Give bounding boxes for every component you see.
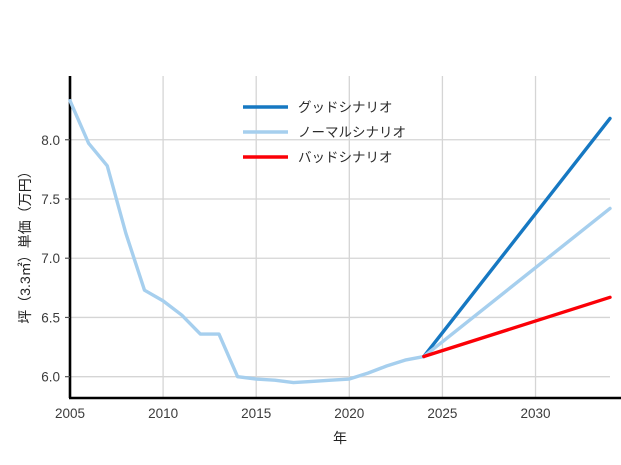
legend-label: ノーマルシナリオ bbox=[298, 125, 406, 140]
x-axis-tick-labels: 2005 2010 2015 2020 2025 2030 bbox=[55, 406, 551, 421]
x-tick-label: 2015 bbox=[241, 406, 271, 421]
y-tick-label: 7.5 bbox=[41, 192, 60, 207]
x-tick-label: 2010 bbox=[148, 406, 178, 421]
series-line bbox=[422, 206, 612, 359]
gridlines-horizontal bbox=[70, 139, 610, 378]
legend-label: グッドシナリオ bbox=[298, 100, 393, 115]
y-tick-label: 6.0 bbox=[41, 370, 60, 385]
y-axis-tick-labels: 6.0 6.5 7.0 7.5 8.0 bbox=[41, 133, 70, 385]
data-series-lines bbox=[68, 98, 612, 385]
y-tick-label: 7.0 bbox=[41, 251, 60, 266]
x-axis-title: 年 bbox=[333, 430, 347, 446]
x-tick-label: 2020 bbox=[334, 406, 364, 421]
x-tick-label: 2025 bbox=[427, 406, 457, 421]
series-line bbox=[68, 98, 426, 385]
y-tick-label: 6.5 bbox=[41, 310, 60, 325]
series-line bbox=[422, 116, 612, 359]
series-line bbox=[422, 295, 612, 359]
x-tick-label: 2030 bbox=[520, 406, 550, 421]
y-tick-label: 8.0 bbox=[41, 133, 60, 148]
y-axis-title: 坪（3.3㎡）単価（万円） bbox=[17, 164, 33, 323]
axis-lines bbox=[68, 76, 621, 400]
legend-label: バッドシナリオ bbox=[298, 150, 393, 165]
x-tick-label: 2005 bbox=[55, 406, 85, 421]
